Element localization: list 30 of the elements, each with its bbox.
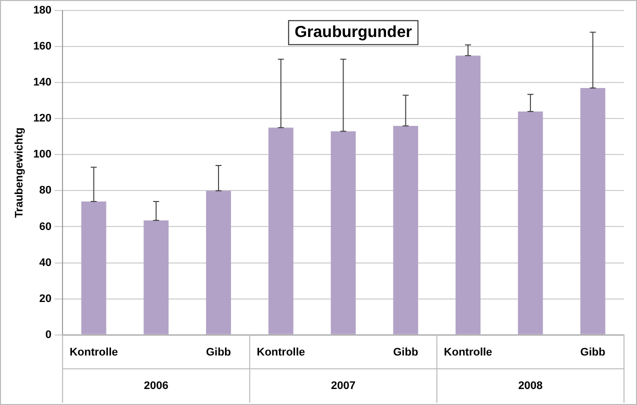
bar: [456, 56, 481, 334]
y-tick-label: 160: [33, 40, 52, 53]
x-tick-label: Kontrolle: [256, 346, 306, 358]
y-tick-label: 40: [39, 256, 52, 269]
x-tick-label: Gibb: [580, 346, 606, 358]
y-tick-label: 20: [39, 292, 52, 305]
bar: [144, 220, 169, 334]
bar: [518, 111, 543, 334]
y-tick-label: 180: [33, 4, 52, 17]
bar: [268, 128, 294, 334]
bar: [580, 88, 606, 334]
x-tick-label: Gibb: [206, 346, 232, 358]
text: 2006: [144, 380, 168, 392]
y-tick-label: 80: [39, 184, 52, 197]
bar: [393, 126, 418, 334]
bar: [206, 190, 231, 334]
y-tick-label: 100: [33, 148, 52, 161]
bar: [330, 131, 356, 334]
text: Grauburgunder: [294, 24, 412, 42]
x-tick-label: Kontrolle: [444, 346, 492, 358]
x-tick-label: Gibb: [393, 346, 418, 358]
text: 2007: [331, 380, 356, 392]
x-tick-label: Kontrolle: [70, 346, 118, 358]
y-tick-label: 0: [45, 328, 52, 341]
bar: [81, 202, 106, 334]
y-tick-label: 60: [39, 220, 52, 233]
text: 2008: [518, 380, 543, 392]
y-tick-label: 120: [33, 112, 52, 125]
y-tick-label: 140: [33, 76, 52, 89]
y-axis-title: Traubengewichtg: [14, 127, 26, 218]
